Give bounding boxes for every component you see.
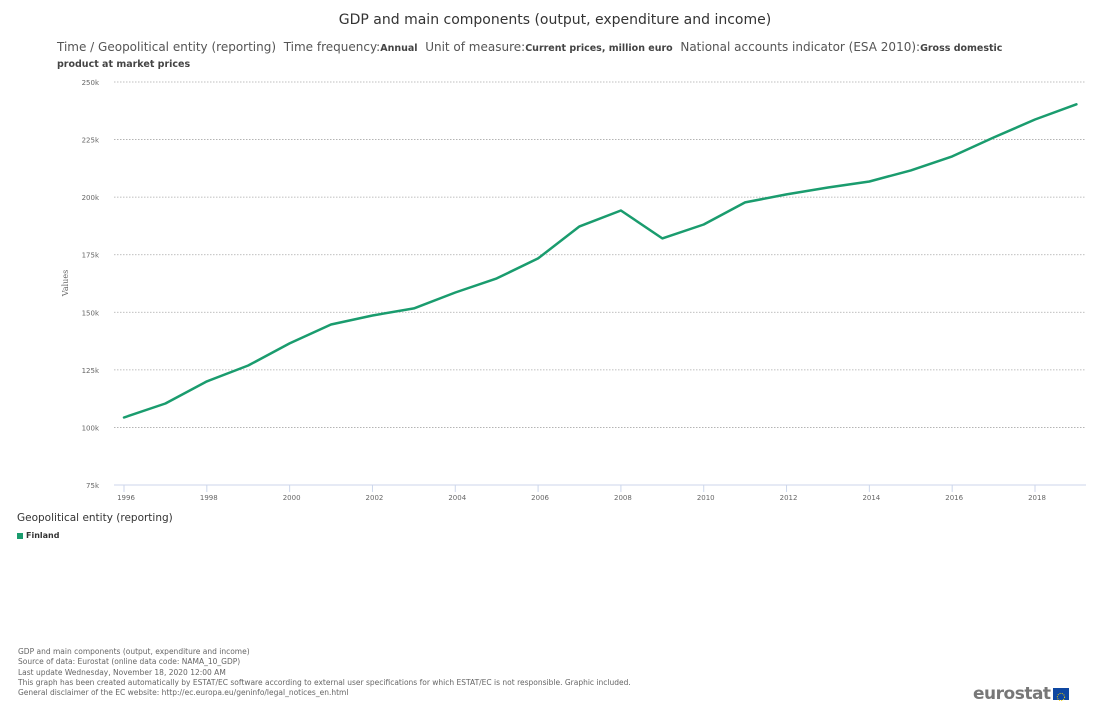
x-tick-label: 2018 [1028, 494, 1046, 502]
footer-line: General disclaimer of the EC website: ht… [18, 688, 349, 698]
data-point[interactable] [615, 204, 627, 216]
footer-line: Last update Wednesday, November 18, 2020… [18, 667, 226, 677]
y-axis-ticks: 75k 100k 125k 150k 175k 200k 225k 250k [82, 79, 100, 490]
data-point[interactable] [242, 359, 254, 371]
logo-text: eurostat [973, 684, 1051, 704]
data-point[interactable] [201, 375, 213, 387]
unit-value: Current prices, million euro [525, 43, 673, 54]
indicator-label: National accounts indicator (ESA 2010): [680, 40, 921, 54]
data-point[interactable] [698, 219, 710, 231]
y-tick-label: 150k [82, 309, 100, 317]
legend-label: Finland [26, 531, 60, 540]
data-point[interactable] [574, 220, 586, 232]
y-tick-label: 200k [82, 194, 100, 202]
data-point[interactable] [1029, 114, 1041, 126]
grid-lines [114, 81, 1086, 428]
data-point[interactable] [946, 150, 958, 162]
data-point[interactable] [408, 302, 420, 314]
x-tick-label: 1996 [117, 494, 135, 502]
x-tick-label: 2002 [366, 494, 384, 502]
y-tick-label: 225k [82, 137, 100, 145]
freq-value: Annual [380, 43, 418, 54]
y-axis-label: Values [61, 270, 70, 297]
x-tick-label: 2012 [780, 494, 798, 502]
data-point[interactable] [325, 318, 337, 330]
data-point[interactable] [863, 175, 875, 187]
data-point[interactable] [118, 412, 130, 424]
series-group [118, 98, 1082, 424]
footer-line: GDP and main components (output, expendi… [18, 647, 250, 656]
data-point[interactable] [656, 232, 668, 244]
data-point[interactable] [822, 181, 834, 193]
x-tick-label: 1998 [200, 494, 218, 502]
footer-line: Source of data: Eurostat (online data co… [18, 657, 241, 667]
data-point[interactable] [905, 164, 917, 176]
data-point[interactable] [781, 188, 793, 200]
legend-title: Geopolitical entity (reporting) [17, 512, 173, 524]
data-point[interactable] [739, 196, 751, 208]
chart-subtitle: Time / Geopolitical entity (reporting) T… [57, 40, 1047, 72]
unit-label: Unit of measure: [425, 40, 526, 54]
x-tick-label: 2008 [614, 494, 632, 502]
freq-label: Time frequency: [283, 40, 381, 54]
x-tick-label: 2006 [531, 494, 549, 502]
eu-stars-icon [1056, 692, 1065, 702]
subtitle-dimensions: Time / Geopolitical entity (reporting) [57, 40, 277, 54]
x-tick-label: 2014 [862, 494, 880, 502]
indicator-value: Gross domestic product at market prices [57, 43, 1003, 70]
data-point[interactable] [449, 286, 461, 298]
y-tick-label: 100k [82, 424, 100, 432]
data-point[interactable] [988, 131, 1000, 143]
data-point[interactable] [159, 397, 171, 409]
legend-swatch [17, 532, 23, 539]
footer-line: This graph has been created automaticall… [18, 677, 631, 687]
eurostat-logo: eurostat [973, 684, 1069, 704]
series-line-finland[interactable] [122, 103, 1078, 419]
legend-item-finland[interactable]: Finland [17, 531, 173, 540]
x-tick-label: 2004 [448, 494, 466, 502]
legend: Geopolitical entity (reporting) Finland [17, 512, 173, 540]
data-point[interactable] [284, 337, 296, 349]
x-tick-label: 2010 [697, 494, 715, 502]
y-tick-label: 125k [82, 367, 100, 375]
y-tick-label: 250k [82, 79, 100, 87]
y-tick-label: 175k [82, 252, 100, 260]
x-tick-label: 2016 [945, 494, 963, 502]
x-axis: 1996 1998 2000 2002 2004 2006 2008 2010 2012 2014… [114, 484, 1086, 502]
chart-title: GDP and main components (output, expendi… [338, 12, 772, 28]
data-point[interactable] [1070, 98, 1082, 110]
data-point[interactable] [532, 252, 544, 264]
footer-notes: GDP and main components (output, expendi… [18, 647, 631, 698]
x-tick-label: 2000 [283, 494, 301, 502]
data-point[interactable] [491, 272, 503, 284]
eu-flag-icon [1052, 688, 1069, 702]
y-tick-label: 75k [86, 482, 100, 490]
data-point[interactable] [366, 310, 378, 322]
